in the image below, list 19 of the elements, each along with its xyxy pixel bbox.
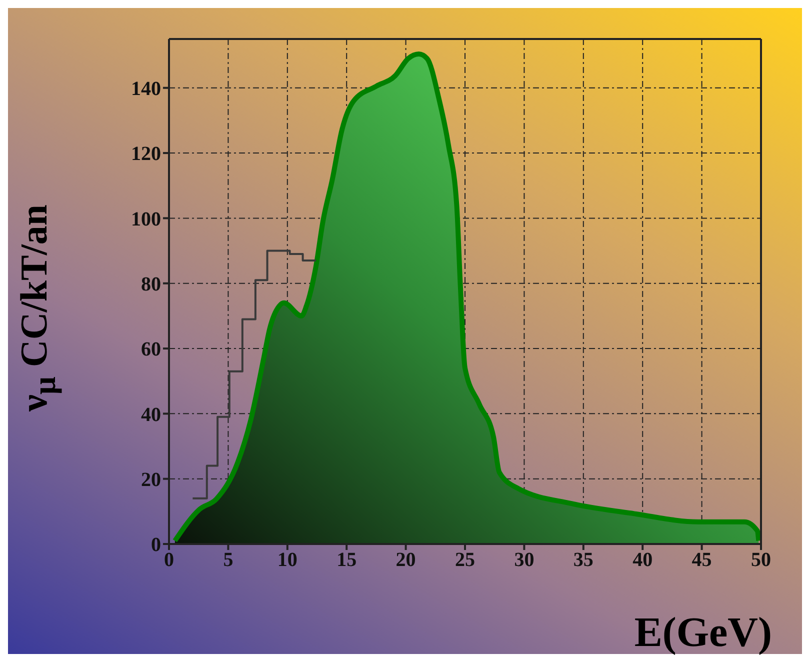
x-tick-label: 15	[336, 549, 357, 572]
y-tick-label: 140	[131, 78, 161, 100]
x-tick-label: 10	[277, 549, 298, 572]
y-tick-label: 40	[141, 404, 161, 426]
x-tick-label: 45	[692, 549, 712, 572]
x-tick-label: 35	[573, 549, 594, 572]
x-tick-label: 40	[632, 549, 653, 572]
y-tick-label: 100	[131, 208, 161, 230]
x-tick-label: 5	[223, 549, 234, 572]
x-tick-label: 20	[396, 549, 416, 572]
x-tick-label: 30	[514, 549, 534, 572]
y-tick-label: 0	[151, 534, 161, 556]
x-tick-label: 25	[455, 549, 475, 572]
x-axis-title: E(GeV)	[634, 610, 772, 656]
y-tick-label: 60	[141, 338, 161, 361]
y-tick-label: 20	[141, 468, 161, 491]
y-tick-label: 120	[131, 143, 161, 166]
x-tick-label: 50	[751, 549, 771, 572]
y-tick-label: 80	[141, 273, 161, 296]
